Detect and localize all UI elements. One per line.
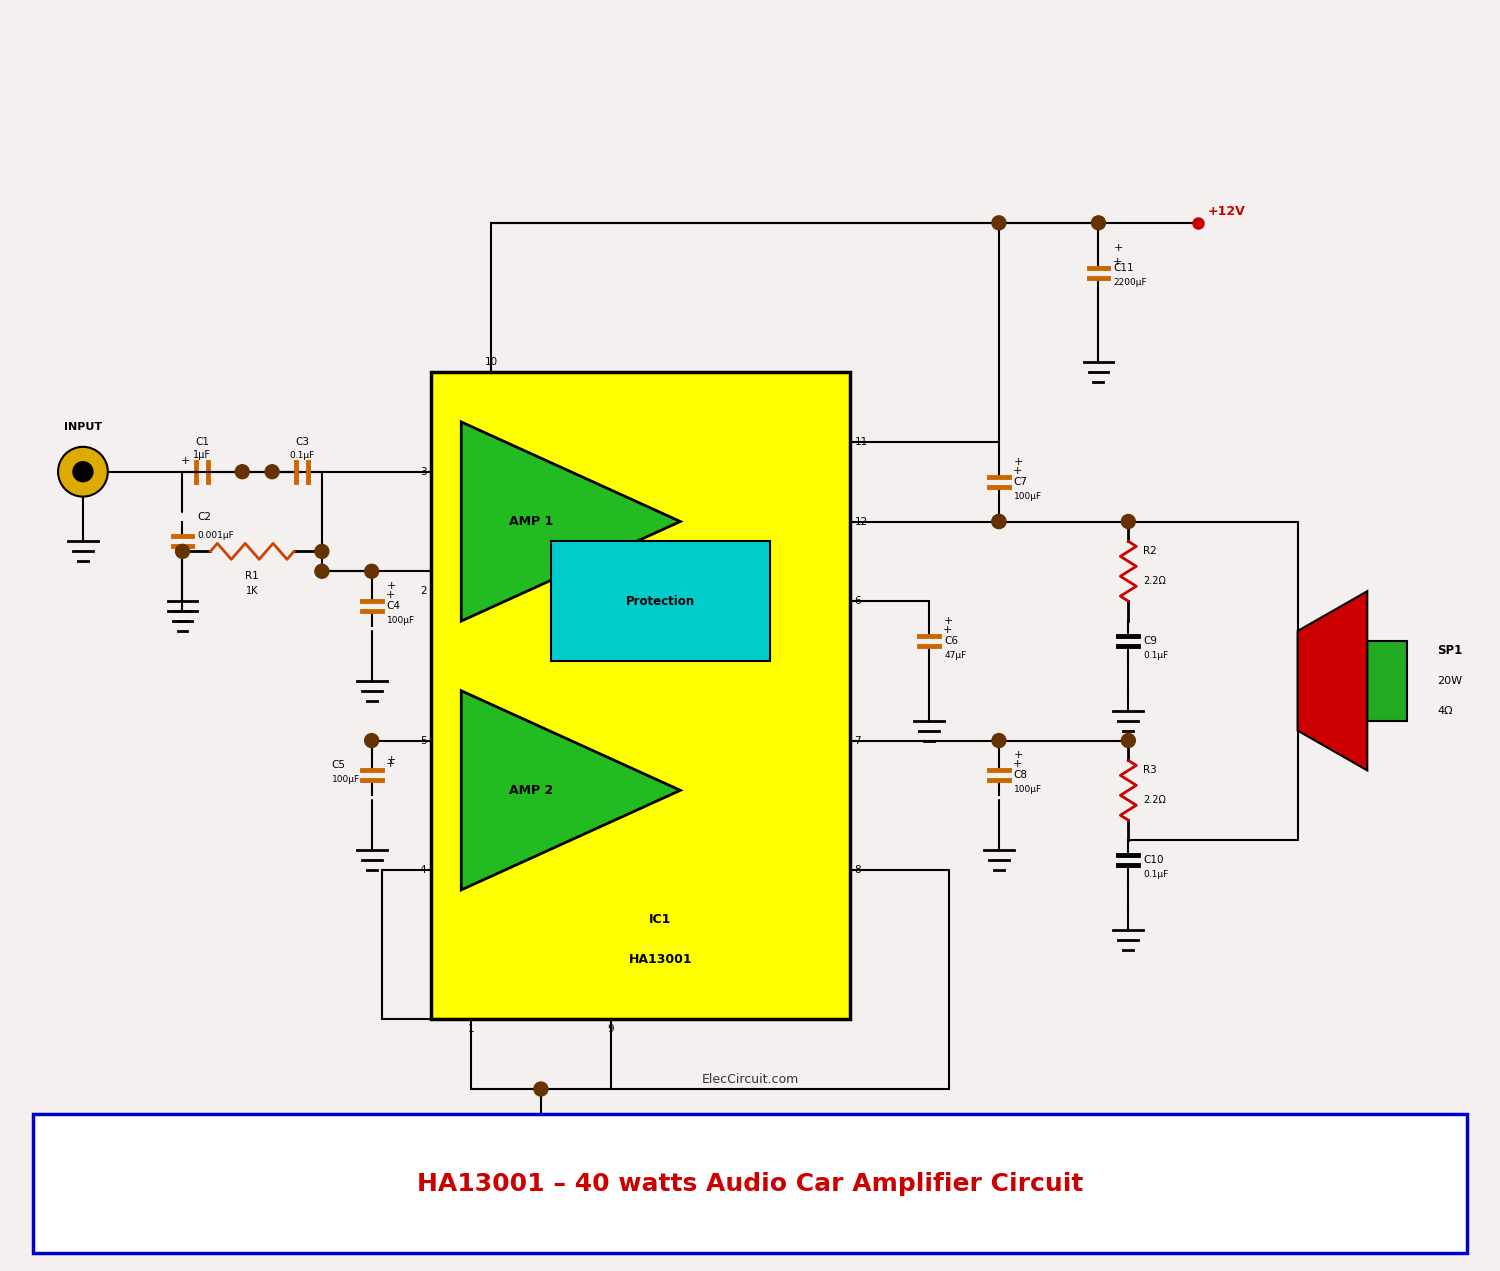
Text: C6: C6	[944, 636, 958, 646]
Text: C9: C9	[1143, 636, 1158, 646]
Text: C7: C7	[1014, 477, 1028, 487]
Text: +: +	[944, 616, 954, 627]
Text: +: +	[1013, 759, 1022, 769]
FancyBboxPatch shape	[432, 372, 849, 1019]
Text: 11: 11	[855, 437, 868, 447]
Circle shape	[992, 216, 1006, 230]
Text: R1: R1	[246, 571, 259, 581]
Text: +: +	[1014, 456, 1023, 466]
Text: 1: 1	[468, 1024, 474, 1035]
Circle shape	[1122, 515, 1136, 529]
Circle shape	[266, 465, 279, 479]
Text: C5: C5	[332, 760, 346, 770]
Text: 4: 4	[420, 866, 426, 874]
Circle shape	[315, 564, 328, 578]
Text: 12: 12	[855, 516, 868, 526]
Circle shape	[176, 544, 189, 558]
Text: C8: C8	[1014, 770, 1028, 780]
Circle shape	[236, 465, 249, 479]
Text: INPUT: INPUT	[64, 422, 102, 432]
Text: 6: 6	[855, 596, 861, 606]
Text: 0.1μF: 0.1μF	[290, 451, 315, 460]
Text: 4Ω: 4Ω	[1437, 705, 1452, 716]
Text: 8: 8	[855, 866, 861, 874]
Text: +: +	[944, 625, 952, 636]
Text: HA13001 – 40 watts Audio Car Amplifier Circuit: HA13001 – 40 watts Audio Car Amplifier C…	[417, 1172, 1083, 1196]
Text: +: +	[1014, 750, 1023, 760]
Text: AMP 2: AMP 2	[509, 784, 554, 797]
Text: 2: 2	[420, 586, 426, 596]
Circle shape	[364, 733, 378, 747]
Circle shape	[315, 544, 328, 558]
Circle shape	[58, 447, 108, 497]
Text: 7: 7	[855, 736, 861, 746]
Text: +: +	[386, 590, 394, 600]
Text: +: +	[386, 759, 394, 769]
Circle shape	[74, 461, 93, 482]
Text: 47μF: 47μF	[944, 651, 966, 660]
Text: 1μF: 1μF	[194, 450, 211, 460]
Text: 2.2Ω: 2.2Ω	[1143, 576, 1166, 586]
Circle shape	[1122, 733, 1136, 747]
Circle shape	[992, 733, 1006, 747]
Polygon shape	[1298, 591, 1368, 770]
Circle shape	[992, 515, 1006, 529]
Text: R3: R3	[1143, 765, 1156, 775]
Text: 2200μF: 2200μF	[1113, 277, 1148, 286]
Text: 5: 5	[420, 736, 426, 746]
Text: 3: 3	[420, 466, 426, 477]
Circle shape	[364, 564, 378, 578]
Text: HA13001: HA13001	[628, 953, 692, 966]
Text: 2.2Ω: 2.2Ω	[1143, 796, 1166, 806]
Text: 1K: 1K	[246, 586, 258, 596]
Text: C11: C11	[1113, 263, 1134, 273]
Text: 100μF: 100μF	[387, 616, 414, 625]
Text: C4: C4	[387, 601, 400, 611]
Text: 100μF: 100μF	[1014, 492, 1042, 501]
Text: C2: C2	[198, 511, 211, 521]
Text: AMP 1: AMP 1	[509, 515, 554, 527]
Text: R2: R2	[1143, 547, 1156, 557]
Text: +12V: +12V	[1208, 205, 1245, 217]
Text: 20W: 20W	[1437, 676, 1462, 686]
Text: +: +	[1013, 465, 1022, 475]
Text: IC1: IC1	[650, 914, 672, 927]
Text: SP1: SP1	[1437, 644, 1462, 657]
Text: 10: 10	[484, 357, 498, 367]
FancyBboxPatch shape	[1368, 641, 1407, 721]
Text: 0.001μF: 0.001μF	[198, 531, 234, 540]
Polygon shape	[462, 422, 681, 622]
Text: +: +	[1113, 243, 1124, 253]
Circle shape	[534, 1082, 548, 1096]
Text: 0.1μF: 0.1μF	[1143, 651, 1168, 660]
Text: C3: C3	[296, 437, 309, 447]
FancyBboxPatch shape	[550, 541, 770, 661]
FancyBboxPatch shape	[33, 1113, 1467, 1253]
Circle shape	[992, 515, 1006, 529]
Text: 100μF: 100μF	[332, 775, 360, 784]
Text: +: +	[387, 581, 396, 591]
Text: +: +	[182, 456, 190, 465]
Text: C10: C10	[1143, 855, 1164, 866]
Text: +: +	[387, 755, 396, 765]
Text: 9: 9	[608, 1024, 613, 1035]
Text: Protection: Protection	[626, 595, 694, 608]
Text: 0.1μF: 0.1μF	[1143, 869, 1168, 880]
Text: ElecCircuit.com: ElecCircuit.com	[702, 1073, 798, 1085]
Text: 100μF: 100μF	[1014, 785, 1042, 794]
Text: C1: C1	[195, 437, 210, 447]
Circle shape	[1092, 216, 1106, 230]
Polygon shape	[462, 690, 681, 890]
Text: +: +	[1113, 257, 1122, 267]
